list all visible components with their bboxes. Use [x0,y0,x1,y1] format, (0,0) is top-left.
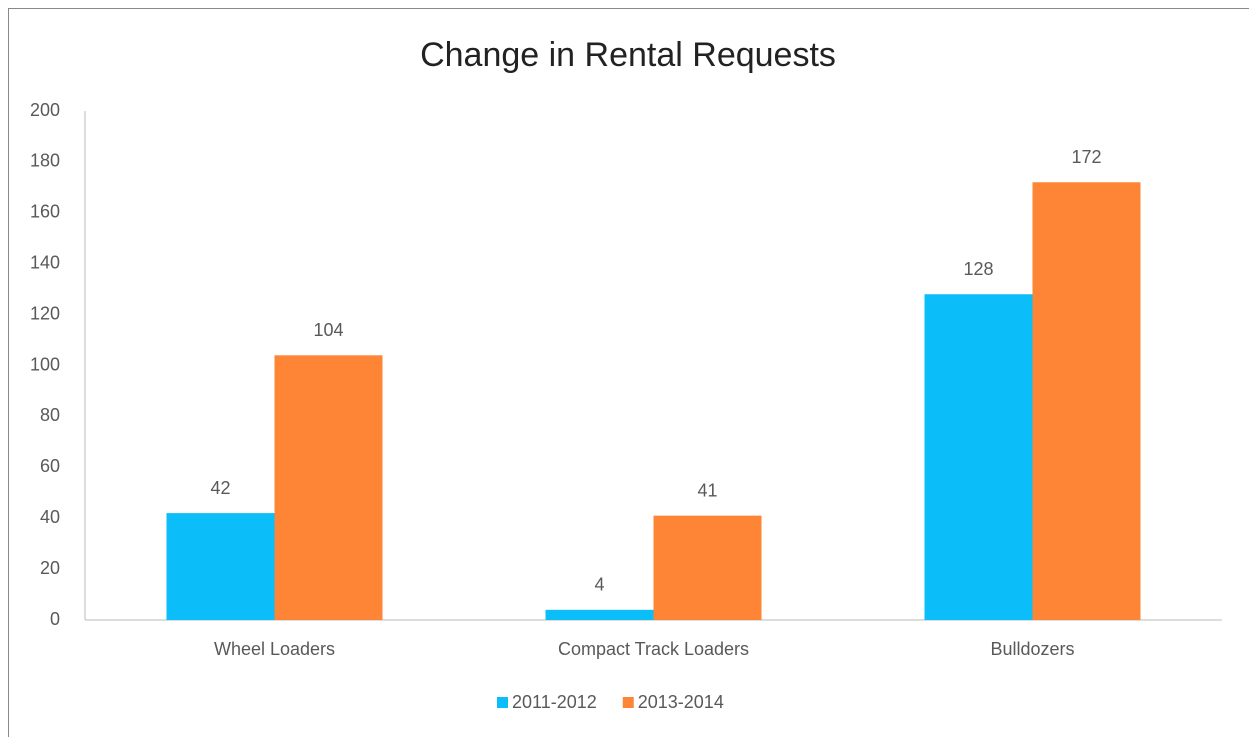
y-tick-label: 120 [30,303,60,323]
x-tick-label: Compact Track Loaders [558,639,749,659]
y-tick-label: 180 [30,151,60,171]
x-tick-label: Wheel Loaders [214,639,335,659]
bar [653,515,762,620]
data-label: 172 [1071,147,1101,167]
bar [166,513,275,620]
y-tick-label: 40 [40,507,60,527]
legend-swatch [497,697,508,708]
y-tick-label: 60 [40,456,60,476]
bar [1032,182,1141,620]
data-label: 104 [313,320,343,340]
legend-label: 2011-2012 [512,692,597,712]
data-label: 41 [697,480,717,500]
x-tick-label: Bulldozers [990,639,1074,659]
y-tick-label: 200 [30,100,60,120]
bar [545,609,654,620]
data-label: 42 [210,478,230,498]
bar [274,355,383,620]
legend-label: 2013-2014 [638,692,724,712]
y-tick-label: 0 [50,609,60,629]
data-label: 4 [594,575,604,595]
y-tick-label: 20 [40,558,60,578]
legend-swatch [622,697,634,708]
bar [924,294,1033,620]
y-tick-label: 80 [40,405,60,425]
y-tick-label: 100 [30,354,60,374]
chart-title: Change in Rental Requests [420,36,836,74]
y-tick-label: 160 [30,202,60,222]
data-label: 128 [963,259,993,279]
y-tick-label: 140 [30,252,60,272]
